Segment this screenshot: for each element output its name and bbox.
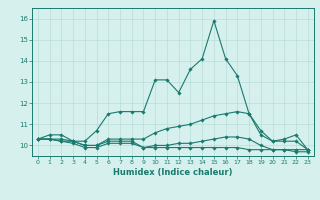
- X-axis label: Humidex (Indice chaleur): Humidex (Indice chaleur): [113, 168, 233, 177]
